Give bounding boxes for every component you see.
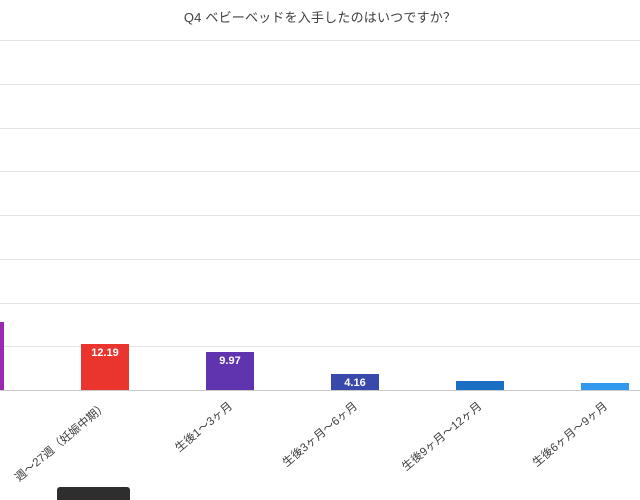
cropped-dark-element — [57, 487, 130, 500]
chart-bar[interactable]: 4.16 — [331, 374, 379, 390]
chart-bar[interactable]: 9.97 — [206, 352, 254, 390]
x-axis-label: 生後1～3ヶ月 — [173, 400, 235, 455]
x-axis-baseline — [0, 390, 640, 391]
x-axis-label: 生後6ヶ月～9ヶ月 — [530, 400, 610, 470]
bar-value-label: 9.97 — [219, 355, 241, 367]
chart-bar[interactable] — [581, 383, 629, 390]
gridline — [0, 83, 640, 85]
bar-value-label: 12.19 — [91, 347, 119, 359]
chart-bar[interactable] — [456, 381, 504, 390]
gridline — [0, 258, 640, 260]
gridline — [0, 346, 640, 348]
gridline — [0, 171, 640, 173]
gridline — [0, 40, 640, 41]
x-axis-label: 生後3ヶ月～6ヶ月 — [280, 400, 360, 470]
chart-bar[interactable] — [0, 322, 4, 390]
bar-value-label: 4.16 — [344, 377, 366, 389]
x-axis-label: 生後9ヶ月～12ヶ月 — [400, 400, 485, 474]
gridline — [0, 302, 640, 304]
chart-title: Q4 ベビーベッドを入手したのはいつですか？ — [183, 10, 457, 25]
gridline — [0, 127, 640, 129]
x-axis-label: 週～27週（妊娠中期） — [12, 400, 110, 485]
chart-bar[interactable]: 12.19 — [81, 344, 129, 390]
gridline — [0, 215, 640, 216]
